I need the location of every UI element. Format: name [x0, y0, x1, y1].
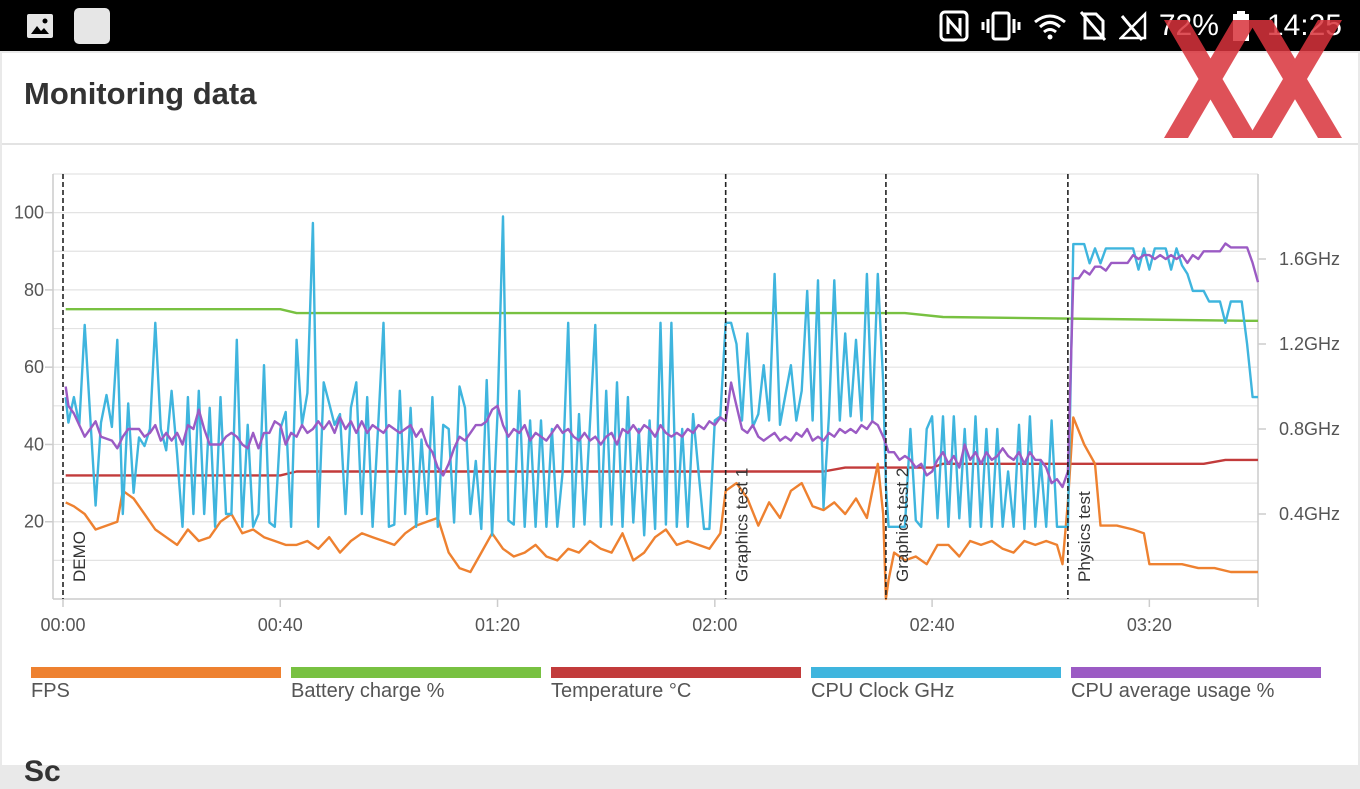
no-signal-icon — [1118, 10, 1147, 42]
test-marker-label: DEMO — [70, 531, 89, 582]
y-tick-label-right: 1.2GHz — [1279, 334, 1340, 354]
wifi-icon — [1033, 10, 1067, 42]
y-tick-label-right: 0.4GHz — [1279, 504, 1340, 524]
monitoring-card — [2, 53, 1358, 765]
x-tick-label: 02:40 — [910, 615, 955, 635]
legend-fps-swatch — [31, 667, 281, 678]
chart-legend: FPS Battery charge % Temperature °C CPU … — [31, 667, 1321, 703]
test-marker-label: Physics test — [1075, 491, 1094, 582]
legend-cpu-clock: CPU Clock GHz — [811, 667, 1061, 703]
series-line-battery — [65, 308, 1258, 322]
legend-cpu-clock-label: CPU Clock GHz — [811, 680, 955, 702]
legend-fps: FPS — [31, 667, 281, 703]
legend-cpu-usage-swatch — [1071, 667, 1321, 678]
series-line-cpu-usage — [64, 242, 1260, 489]
monitoring-chart: 00:00 00:40 01:20 02:00 02:40 03:20 20 40 60 80 10… — [14, 173, 1340, 635]
legend-battery: Battery charge % — [291, 667, 541, 703]
page-title: Monitoring data — [24, 76, 257, 111]
legend-cpu-clock-swatch — [811, 667, 1061, 678]
next-section-heading: Sc — [24, 755, 61, 788]
y-tick-label-right: 0.8GHz — [1279, 419, 1340, 439]
nfc-icon — [939, 10, 969, 42]
x-tick-label: 03:20 — [1127, 615, 1172, 635]
y-tick-label-left: 60 — [24, 357, 44, 377]
legend-battery-label: Battery charge % — [291, 680, 445, 702]
y-tick-label-right: 1.6GHz — [1279, 249, 1340, 269]
x-tick-label: 01:20 — [475, 615, 520, 635]
x-tick-label: 02:00 — [692, 615, 737, 635]
legend-cpu-usage: CPU average usage % — [1071, 667, 1321, 703]
series-line-cpu-clock — [64, 215, 1258, 537]
y-tick-label-left: 100 — [14, 203, 44, 223]
status-bar: 72% 14:25 — [0, 0, 1360, 51]
legend-temperature-swatch — [551, 667, 801, 678]
legend-cpu-usage-label: CPU average usage % — [1071, 680, 1275, 702]
test-marker-label: Graphics test 1 — [733, 468, 752, 582]
y-tick-label-left: 80 — [24, 280, 44, 300]
series-line-fps — [65, 416, 1258, 601]
title-divider — [2, 143, 1358, 145]
test-marker-label: Graphics test 2 — [893, 468, 912, 582]
image-icon — [22, 8, 58, 44]
legend-temperature: Temperature °C — [551, 667, 801, 703]
no-sim-icon — [1079, 10, 1107, 42]
y-tick-label-left: 20 — [24, 512, 44, 532]
y-tick-label-left: 40 — [24, 434, 44, 454]
watermark-logo — [1164, 20, 1342, 138]
x-tick-label: 00:40 — [258, 615, 303, 635]
x-tick-label: 00:00 — [40, 615, 85, 635]
legend-fps-label: FPS — [31, 680, 70, 702]
vibrate-icon — [981, 10, 1021, 42]
app-icon — [74, 8, 110, 44]
legend-battery-swatch — [291, 667, 541, 678]
legend-temperature-label: Temperature °C — [551, 680, 692, 702]
